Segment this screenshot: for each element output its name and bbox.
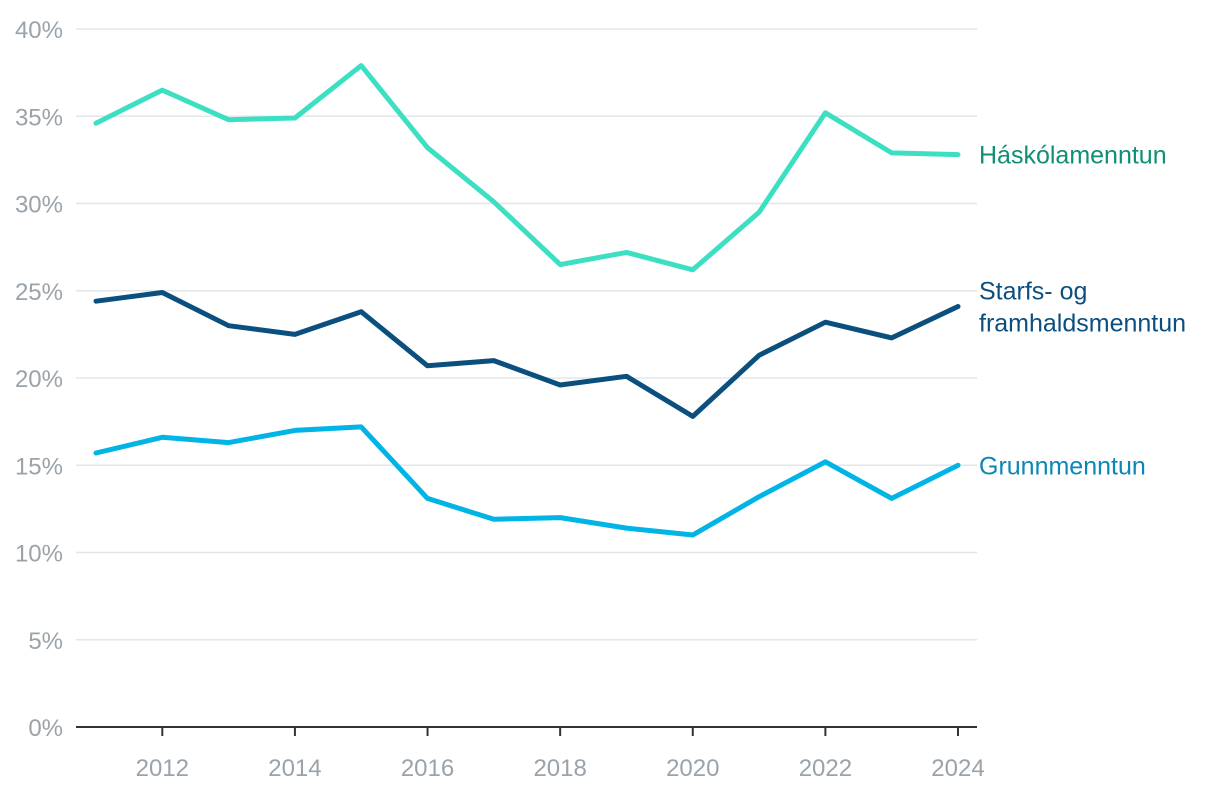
y-tick-label: 15% (15, 453, 63, 480)
x-tick-label: 2024 (931, 755, 984, 782)
y-tick-label: 40% (15, 17, 63, 44)
y-axis-tick-labels: 0% 5% 10% 15% 20% 25% 30% 35% 40% (15, 17, 63, 742)
series-label-1: Starfs- og framhaldsmenntun (979, 277, 1186, 337)
y-tick-label: 5% (28, 628, 63, 655)
x-tick-label: 2014 (268, 755, 321, 782)
y-tick-label: 0% (28, 715, 63, 742)
y-tick-label: 35% (15, 104, 63, 131)
x-axis: 2012 2014 2016 2018 2020 2022 2024 (76, 726, 985, 782)
series-line-1 (93, 290, 961, 419)
x-tick-label: 2022 (799, 755, 852, 782)
y-tick-label: 30% (15, 192, 63, 219)
y-tick-label: 20% (15, 366, 63, 393)
series-lines (93, 63, 961, 538)
x-tick-label: 2012 (136, 755, 189, 782)
series-line-0 (93, 63, 961, 273)
series-label-0: Háskólamenntun (979, 142, 1167, 170)
series-line-2 (93, 424, 961, 538)
x-tick-label: 2016 (401, 755, 454, 782)
y-tick-label: 25% (15, 279, 63, 306)
x-tick-label: 2020 (666, 755, 719, 782)
series-label-2: Grunnmenntun (979, 452, 1146, 480)
y-tick-label: 10% (15, 541, 63, 568)
series-labels: Háskólamenntun Starfs- og framhaldsmenntun… (979, 142, 1186, 481)
x-tick-label: 2018 (533, 755, 586, 782)
